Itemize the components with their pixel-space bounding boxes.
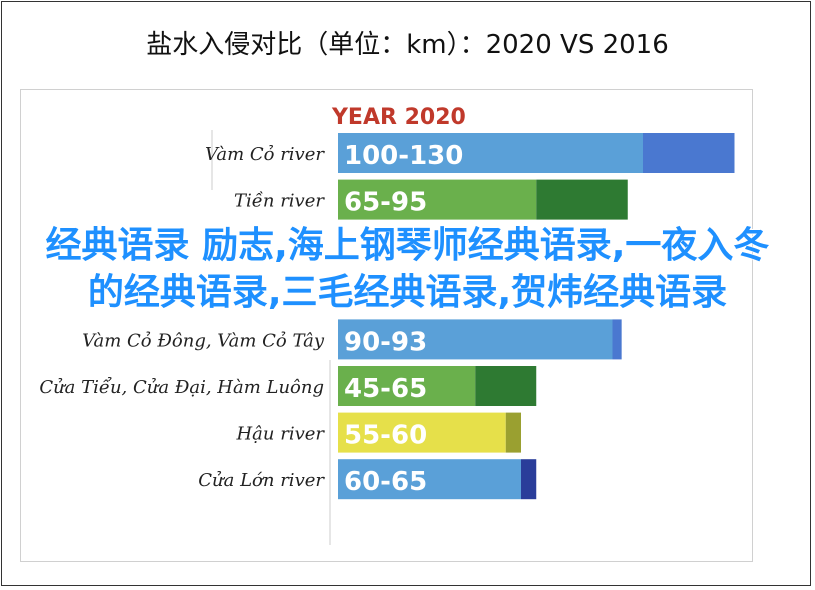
bar-low: [338, 366, 476, 406]
bar-range: [536, 179, 628, 220]
category-label: Vàm Cỏ Đông, Vàm Cỏ Tây: [82, 330, 325, 351]
page-title: 盐水入侵对比（单位：km）：2020 VS 2016: [146, 30, 669, 60]
bar-range: [505, 412, 521, 453]
bar-value-label: 45-65: [344, 374, 427, 404]
bar-range: [612, 319, 622, 360]
bar-low: [338, 412, 506, 453]
bar-value-label: 55-60: [344, 421, 427, 451]
bar-range: [475, 366, 537, 406]
bar-low: [338, 459, 521, 500]
bar-value-label: 65-95: [344, 188, 427, 218]
category-label: Cửa Tiểu, Cửa Đại, Hàm Luông: [39, 376, 324, 398]
bar-value-label: 90-93: [344, 327, 427, 357]
overlay-watermark-text: 经典语录 励志,海上钢琴师经典语录,一夜入冬的经典语录,三毛经典语录,贺炜经典语…: [45, 225, 770, 313]
bar-range: [643, 133, 735, 173]
category-label: Vàm Cỏ river: [205, 144, 325, 165]
bar-low: [338, 319, 613, 360]
chart-title: YEAR 2020: [331, 105, 466, 130]
category-label: Tiền river: [234, 191, 325, 212]
category-label: Hậu river: [235, 424, 325, 445]
bar-value-label: 100-130: [344, 141, 463, 171]
bar-value-label: 60-65: [344, 467, 427, 497]
bar-low: [338, 179, 537, 220]
bar-low: [338, 133, 643, 173]
bar-range: [521, 459, 537, 500]
category-label: Cửa Lớn river: [198, 470, 325, 491]
